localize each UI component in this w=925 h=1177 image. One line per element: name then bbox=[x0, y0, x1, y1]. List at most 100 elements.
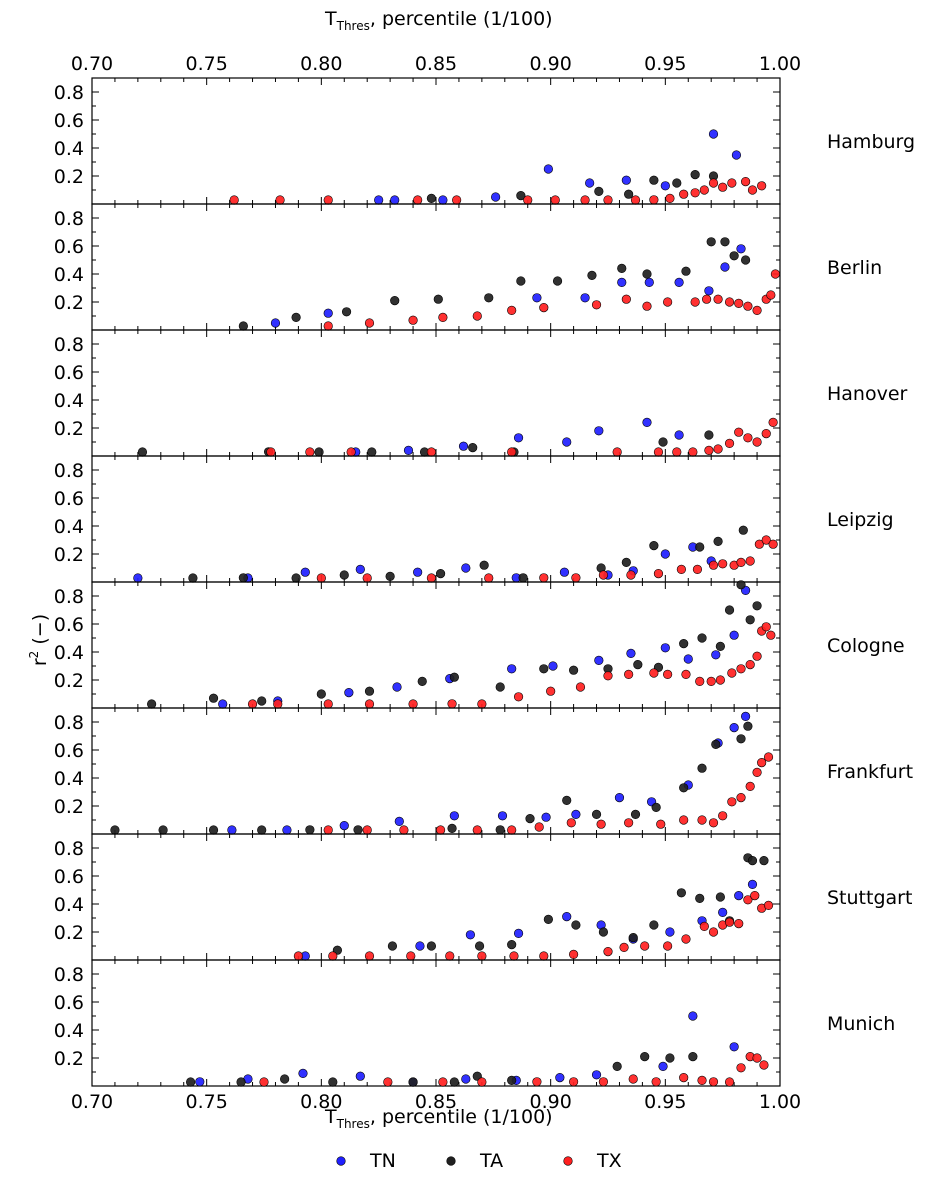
point-ta bbox=[353, 825, 363, 835]
point-tx bbox=[568, 1077, 579, 1087]
panel-stuttgart: 0.2 0.4 0.6 0.8 Stuttgart bbox=[54, 833, 912, 961]
point-ta bbox=[238, 321, 248, 331]
point-ta bbox=[704, 430, 714, 440]
point-tx bbox=[566, 818, 576, 828]
point-tx bbox=[229, 195, 239, 205]
point-ta bbox=[291, 312, 301, 323]
city-label: Munich bbox=[827, 1013, 895, 1035]
point-tn bbox=[282, 825, 292, 835]
point-tx bbox=[688, 447, 698, 457]
y-tick-label: 0.8 bbox=[54, 82, 84, 104]
city-label: Frankfurt bbox=[827, 761, 913, 783]
y-tick-label: 0.4 bbox=[54, 138, 84, 160]
point-tx bbox=[472, 825, 482, 835]
point-ta bbox=[314, 447, 324, 457]
point-tx bbox=[702, 294, 712, 304]
point-ta bbox=[724, 605, 735, 615]
point-tn bbox=[390, 195, 400, 205]
point-tx bbox=[653, 447, 664, 457]
point-tn bbox=[394, 816, 404, 827]
point-ta bbox=[341, 307, 352, 317]
point-tx bbox=[293, 951, 304, 961]
point-tn bbox=[594, 655, 604, 666]
point-tx bbox=[571, 573, 581, 583]
y-tick-label: 0.2 bbox=[54, 670, 84, 692]
point-tx bbox=[624, 669, 634, 680]
point-tx bbox=[734, 298, 744, 309]
point-tn bbox=[458, 441, 469, 451]
point-ta bbox=[449, 1077, 459, 1087]
point-ta bbox=[474, 941, 485, 951]
point-tn bbox=[227, 825, 237, 835]
y-tick-label: 0.4 bbox=[54, 516, 84, 538]
top-x-tick-label: 0.85 bbox=[415, 53, 457, 75]
point-tx bbox=[484, 573, 494, 583]
point-ta bbox=[186, 1077, 196, 1087]
point-tn bbox=[543, 164, 553, 174]
point-ta bbox=[640, 1051, 650, 1062]
point-ta bbox=[711, 739, 721, 750]
point-ta bbox=[651, 802, 661, 813]
point-ta bbox=[516, 276, 526, 286]
point-tn bbox=[562, 911, 572, 922]
point-tn bbox=[736, 244, 746, 254]
point-tx bbox=[752, 1053, 762, 1063]
point-tx bbox=[754, 539, 764, 549]
point-tx bbox=[690, 297, 700, 307]
point-ta bbox=[752, 601, 762, 611]
point-tn bbox=[747, 879, 758, 890]
point-tn bbox=[720, 262, 730, 272]
point-tn bbox=[665, 927, 675, 937]
point-ta bbox=[598, 927, 609, 937]
point-tn bbox=[413, 567, 423, 577]
city-label: Hamburg bbox=[827, 131, 915, 153]
point-tx bbox=[745, 781, 755, 792]
point-tn bbox=[374, 195, 384, 205]
point-tn bbox=[218, 699, 228, 709]
y-tick-label: 0.4 bbox=[54, 264, 84, 286]
point-tn bbox=[195, 1077, 205, 1087]
point-tx bbox=[715, 675, 725, 685]
point-ta bbox=[688, 1051, 698, 1062]
point-tx bbox=[603, 195, 613, 205]
point-ta bbox=[690, 170, 700, 180]
point-tx bbox=[708, 1077, 719, 1087]
point-tn bbox=[594, 426, 604, 436]
top-x-axis: 0.70 0.75 0.80 0.85 0.90 0.95 1.00 bbox=[71, 53, 801, 75]
point-tn bbox=[729, 630, 739, 640]
y-tick-label: 0.8 bbox=[54, 586, 84, 608]
point-tx bbox=[406, 951, 416, 961]
panel-hamburg: 0.2 0.4 0.6 0.8 Hamburg bbox=[54, 77, 915, 205]
point-tx bbox=[763, 752, 774, 762]
point-tx bbox=[509, 951, 519, 961]
point-ta bbox=[612, 1061, 622, 1071]
point-ta bbox=[257, 825, 267, 835]
y-tick-label: 0.4 bbox=[54, 390, 84, 412]
point-tx bbox=[706, 676, 716, 687]
point-tx bbox=[699, 185, 709, 195]
point-tx bbox=[507, 825, 517, 835]
point-tx bbox=[323, 195, 333, 205]
point-ta bbox=[713, 536, 723, 547]
bottom-x-axis: 0.70 0.75 0.80 0.85 0.90 0.95 1.00 bbox=[71, 1091, 801, 1113]
y-tick-label: 0.2 bbox=[54, 418, 84, 440]
point-tn bbox=[513, 928, 524, 939]
point-tx bbox=[718, 811, 728, 821]
point-ta bbox=[484, 293, 494, 303]
point-tx bbox=[328, 951, 338, 961]
point-tx bbox=[323, 825, 333, 835]
point-ta bbox=[208, 693, 219, 703]
point-ta bbox=[594, 186, 604, 196]
point-ta bbox=[720, 237, 730, 247]
point-ta bbox=[679, 783, 689, 793]
y-tick-label: 0.8 bbox=[54, 838, 84, 860]
point-tx bbox=[724, 438, 735, 449]
point-tx bbox=[507, 447, 517, 457]
y-tick-label: 0.6 bbox=[54, 236, 84, 258]
point-ta bbox=[624, 189, 634, 199]
point-ta bbox=[408, 1077, 418, 1087]
y-tick-label: 0.2 bbox=[54, 292, 84, 314]
panel-frame bbox=[91, 203, 781, 331]
point-ta bbox=[208, 825, 219, 835]
point-tx bbox=[621, 294, 631, 304]
